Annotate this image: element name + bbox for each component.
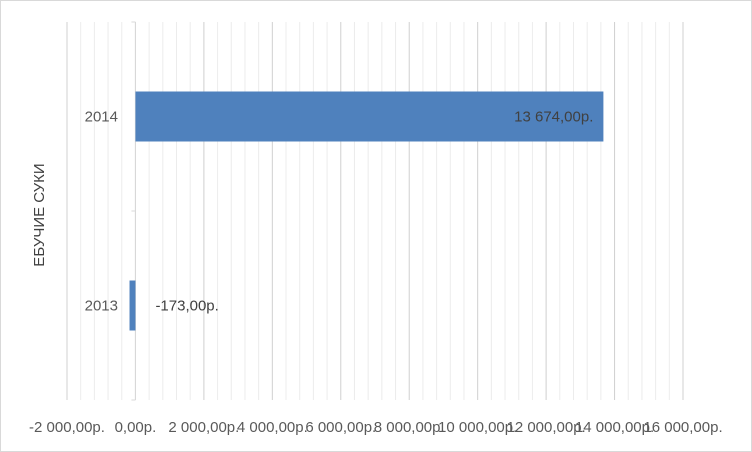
bar-2014 [135,91,604,142]
x-axis-tick-labels: -2 000,00р. 0,00р. 2 000,00р.4 000,00р.6 0… [29,419,723,436]
x-tick-label: 16 000,00р. [643,419,722,436]
category-labels: 2014 2013 [85,109,118,315]
grid-lines [66,21,684,401]
category-label-2014: 2014 [85,109,118,126]
bar-2013 [129,280,136,331]
y-axis-title: ЕБУЧИЕ СУКИ [31,163,48,266]
bars [129,91,604,331]
x-tick-label: 8 000,00р. [374,419,445,436]
x-tick-label: 12 000,00р. [506,419,585,436]
x-tick-label: 6 000,00р. [305,419,376,436]
x-tick-label: 2 000,00р. [168,419,239,436]
category-label-2013: 2013 [85,298,118,315]
x-tick-label: 0,00р. [115,419,157,436]
x-tick-label: 4 000,00р. [237,419,308,436]
data-label-2014: 13 674,00р. [514,109,593,126]
data-labels: 13 674,00р. -173,00р. [155,109,593,315]
x-tick-label: 10 000,00р. [438,419,517,436]
x-tick-label: 14 000,00р. [575,419,654,436]
x-tick-label: -2 000,00р. [29,419,105,436]
data-label-2013: -173,00р. [155,298,218,315]
